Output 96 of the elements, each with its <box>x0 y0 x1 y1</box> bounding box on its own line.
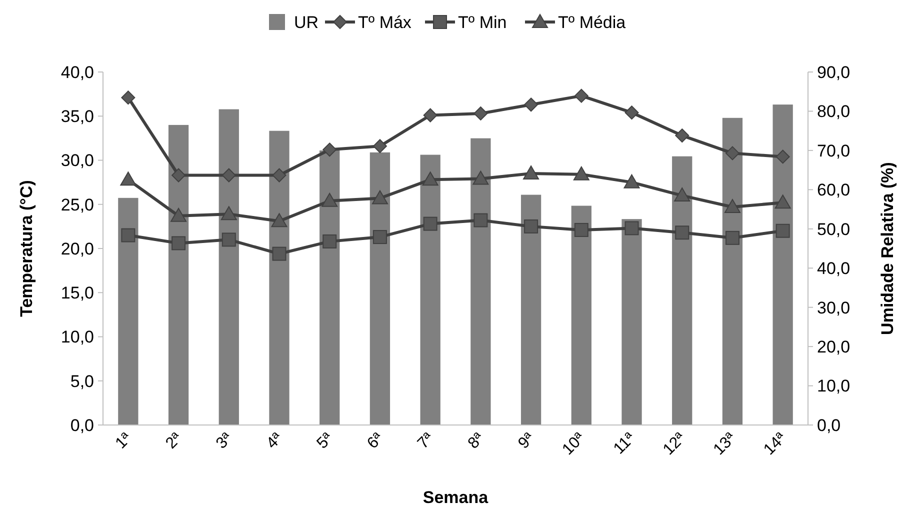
bar <box>470 138 491 425</box>
point <box>474 213 488 228</box>
point <box>121 90 136 105</box>
point <box>222 232 236 247</box>
y2-tick-label: 10,0 <box>817 376 850 396</box>
x-tick-label: 11ª <box>610 430 639 458</box>
y-axis-title: Temperatura (°C) <box>17 180 36 317</box>
y-tick-label: 0,0 <box>70 416 94 435</box>
point <box>472 170 489 185</box>
point <box>725 146 740 160</box>
point <box>322 142 337 157</box>
point <box>272 168 286 182</box>
y-tick-label: 10,0 <box>60 328 94 347</box>
point <box>725 230 740 245</box>
bar <box>320 150 340 425</box>
point <box>624 221 639 236</box>
bar <box>672 156 692 425</box>
point <box>574 88 588 103</box>
point <box>423 108 438 122</box>
x-tick-label: 7ª <box>414 430 438 452</box>
y2-tick-label: 30,0 <box>817 298 850 318</box>
y2-tick-label: 80,0 <box>817 102 850 122</box>
point <box>222 168 236 182</box>
x-tick-label: 13ª <box>710 430 740 459</box>
point <box>423 216 438 231</box>
y-tick-label: 20,0 <box>60 239 94 258</box>
point <box>172 236 186 250</box>
bar <box>722 118 743 425</box>
point <box>474 106 488 120</box>
point <box>272 246 286 261</box>
point <box>322 192 338 207</box>
y-tick-label: 15,0 <box>60 284 94 303</box>
y2-axis-title: Umidade Relativa (%) <box>878 162 897 335</box>
point <box>372 139 387 154</box>
x-tick-label: 8ª <box>465 430 488 452</box>
point <box>271 213 288 228</box>
y-tick-label: 5,0 <box>70 372 94 391</box>
point <box>422 172 438 186</box>
x-axis-title: Semana <box>422 488 489 507</box>
legend-label: Tº Min <box>458 12 507 32</box>
x-tick-label: 5ª <box>314 430 336 452</box>
point <box>372 190 388 204</box>
bar <box>772 104 793 425</box>
x-tick-label: 3ª <box>213 430 236 452</box>
y2-tick-label: 0,0 <box>817 416 841 435</box>
point <box>675 226 690 240</box>
bar <box>370 152 390 425</box>
point <box>523 165 540 180</box>
point <box>724 199 740 214</box>
point <box>524 219 538 234</box>
bar <box>218 109 239 425</box>
bar <box>420 154 440 425</box>
point <box>172 168 186 182</box>
bar <box>622 219 642 425</box>
point <box>774 194 791 209</box>
y2-tick-label: 20,0 <box>817 338 850 357</box>
y2-tick-label: 70,0 <box>817 141 850 160</box>
point <box>776 150 790 164</box>
bar <box>118 198 138 425</box>
point <box>675 128 690 143</box>
point <box>574 222 588 237</box>
x-tick-label: 6ª <box>364 430 387 452</box>
x-tick-label: 14ª <box>760 430 790 459</box>
bar <box>571 206 592 425</box>
y-tick-label: 35,0 <box>60 107 94 126</box>
point <box>674 188 690 202</box>
point <box>624 106 639 120</box>
legend-label: Tº Média <box>558 12 626 32</box>
y2-tick-label: 40,0 <box>817 259 850 278</box>
y-tick-label: 25,0 <box>60 195 94 214</box>
bar <box>269 130 290 425</box>
point <box>220 206 237 220</box>
x-tick-label: 12ª <box>660 430 689 459</box>
legend-label: Tº Máx <box>358 12 412 32</box>
x-tick-label: 1ª <box>112 430 136 452</box>
bar <box>520 194 542 425</box>
x-tick-label: 2ª <box>162 430 186 452</box>
y-tick-label: 40,0 <box>60 62 94 82</box>
y2-tick-label: 90,0 <box>817 62 850 82</box>
point <box>121 228 136 242</box>
x-tick-label: 10ª <box>559 430 588 459</box>
point <box>624 174 640 188</box>
point <box>120 172 136 186</box>
x-tick-label: 4ª <box>264 430 286 452</box>
point <box>573 166 590 180</box>
point <box>322 234 337 248</box>
legend-label: UR <box>294 12 319 32</box>
x-tick-label: 9ª <box>515 430 538 452</box>
point <box>524 98 538 112</box>
point <box>776 224 790 238</box>
y2-tick-label: 60,0 <box>817 180 850 200</box>
point <box>170 208 187 222</box>
point <box>372 230 387 244</box>
y2-tick-label: 50,0 <box>817 220 850 239</box>
y-tick-label: 30,0 <box>60 151 94 170</box>
bar <box>168 124 189 425</box>
